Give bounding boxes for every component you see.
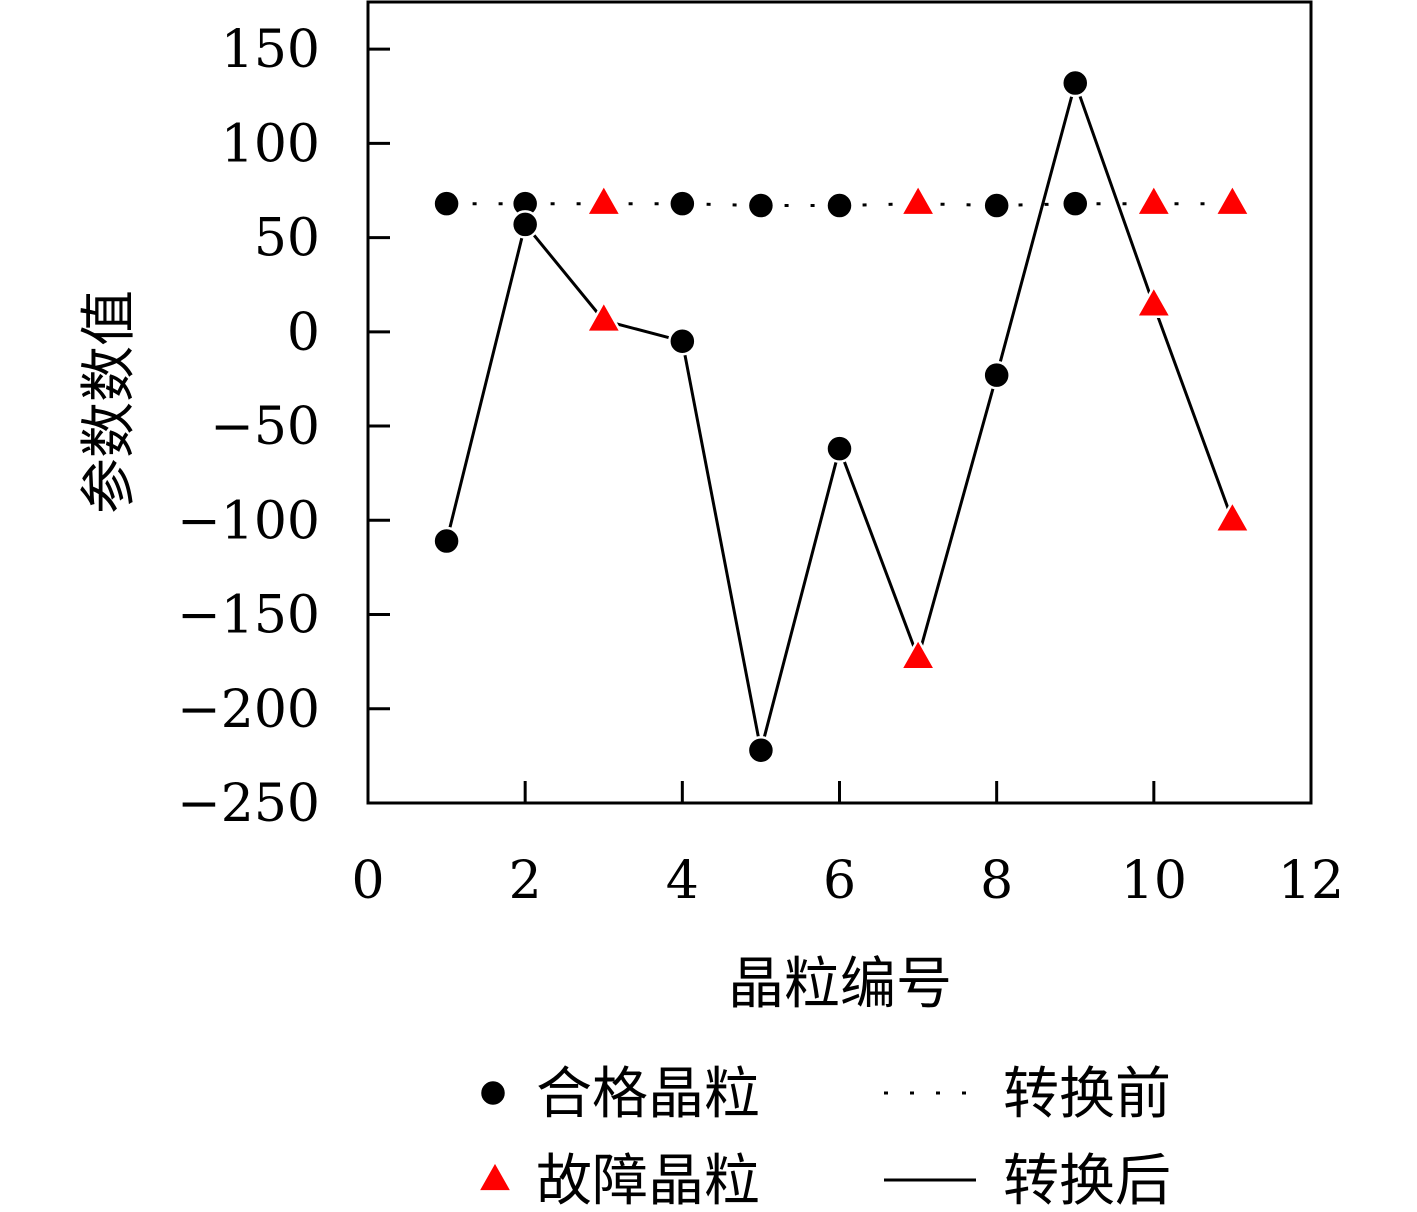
qualified-point <box>432 526 461 556</box>
faulty-point <box>584 299 623 334</box>
axis-ticks: −250 −200 −150 −100 −50 0 50 100 150 0 2 4 6 8 10 12 <box>177 20 1344 911</box>
x-axis-title: 晶粒编号 <box>728 952 952 1017</box>
legend-faulty-marker <box>475 1158 515 1193</box>
y-tick-label: −250 <box>177 774 320 834</box>
qualified-point <box>432 189 461 218</box>
y-tick-label: 50 <box>254 209 320 269</box>
qualified-point <box>1061 189 1090 218</box>
y-tick-label: −150 <box>177 586 320 646</box>
legend-label: 转换前 <box>1003 1062 1171 1127</box>
x-tick-label: 2 <box>509 851 542 911</box>
plot-frame <box>366 0 1313 805</box>
y-tick-label: 100 <box>221 114 320 174</box>
y-axis-title: 参数数值 <box>77 290 142 514</box>
faulty-point <box>1213 499 1252 533</box>
qualified-point <box>1061 68 1090 98</box>
faulty-point <box>1134 182 1173 217</box>
qualified-point <box>982 360 1011 390</box>
qualified-point <box>668 189 697 218</box>
y-tick-label: −200 <box>177 680 320 740</box>
faulty-point <box>898 182 938 217</box>
legend-qualified-marker <box>478 1078 508 1108</box>
qualified-point <box>825 191 854 220</box>
x-tick-label: 12 <box>1278 851 1344 911</box>
y-tick-label: −100 <box>177 491 320 551</box>
x-tick-label: 6 <box>823 851 856 911</box>
y-tick-label: −50 <box>210 397 320 457</box>
qualified-point <box>668 326 697 356</box>
faulty-point <box>1134 284 1173 319</box>
legend-label: 转换后 <box>1003 1149 1171 1212</box>
qualified-point <box>825 434 854 463</box>
qualified-point <box>746 735 776 765</box>
faulty-point <box>898 636 938 671</box>
qualified-point <box>982 191 1011 220</box>
legend-label: 故障晶粒 <box>536 1149 760 1212</box>
series-lines <box>445 77 1234 751</box>
faulty-point <box>584 182 623 217</box>
y-tick-label: 0 <box>287 303 320 363</box>
y-tick-label: 150 <box>221 20 320 80</box>
x-tick-label: 0 <box>351 851 384 911</box>
data-points <box>432 68 1252 765</box>
qualified-point <box>510 210 540 239</box>
series-line-after <box>445 77 1234 751</box>
x-tick-label: 10 <box>1121 851 1187 911</box>
x-tick-label: 8 <box>980 851 1013 911</box>
faulty-point <box>1213 182 1252 217</box>
qualified-point <box>746 191 776 220</box>
x-tick-label: 4 <box>666 851 699 911</box>
legend-label: 合格晶粒 <box>536 1062 760 1127</box>
